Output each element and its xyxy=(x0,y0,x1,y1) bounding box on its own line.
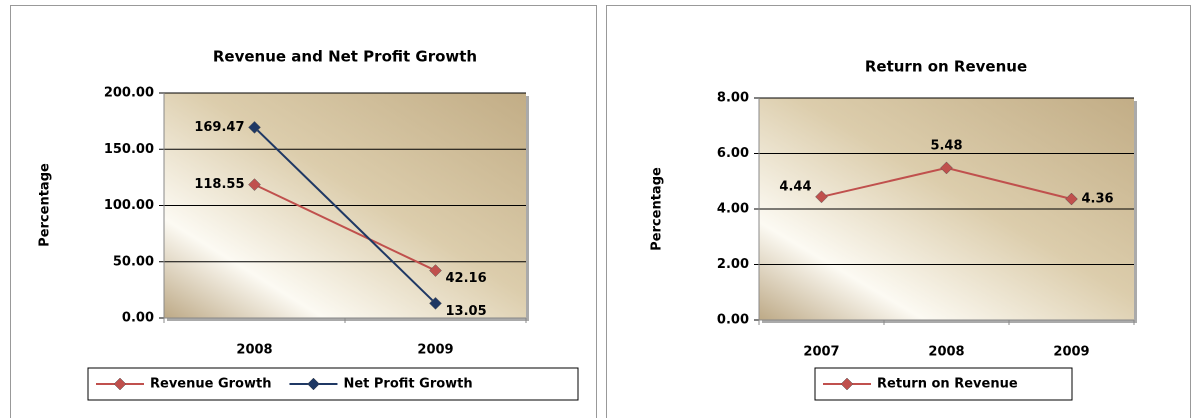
point-marker xyxy=(940,161,953,175)
data-label: 42.16 xyxy=(446,271,487,286)
point-marker xyxy=(248,178,261,191)
y-tick-label: 0.00 xyxy=(717,313,749,328)
y-tick-label: 100.00 xyxy=(104,198,154,213)
data-label: 118.55 xyxy=(194,177,244,192)
data-label: 13.05 xyxy=(446,304,487,319)
legend-label: Net Profit Growth xyxy=(343,377,472,392)
data-label: 4.44 xyxy=(779,179,811,194)
series-line xyxy=(253,126,437,305)
data-label: 4.36 xyxy=(1082,192,1114,207)
point-marker xyxy=(1065,192,1078,206)
y-axis-label: Percentage xyxy=(650,167,665,251)
x-tick-label: 2009 xyxy=(417,343,453,358)
y-tick-label: 8.00 xyxy=(717,91,749,106)
y-tick-label: 150.00 xyxy=(104,142,154,157)
series-line xyxy=(254,183,436,272)
y-tick-label: 2.00 xyxy=(717,257,749,272)
y-tick-label: 4.00 xyxy=(717,202,749,217)
legend-marker xyxy=(307,377,320,391)
data-label: 169.47 xyxy=(194,120,244,135)
y-tick-label: 6.00 xyxy=(717,146,749,161)
legend-marker xyxy=(113,377,127,391)
legend-label: Revenue Growth xyxy=(150,377,271,392)
x-tick-label: 2008 xyxy=(236,343,272,358)
point-marker xyxy=(429,296,442,310)
y-tick-label: 0.00 xyxy=(122,311,154,326)
legend-marker xyxy=(840,377,854,391)
x-tick-label: 2007 xyxy=(803,345,839,360)
y-axis-label: Percentage xyxy=(38,163,53,247)
point-marker xyxy=(248,120,261,134)
chart-title: Revenue and Net Profit Growth xyxy=(213,48,477,66)
data-label: 5.48 xyxy=(930,138,962,153)
y-tick-label: 50.00 xyxy=(113,254,154,269)
point-marker xyxy=(429,264,442,277)
x-tick-label: 2008 xyxy=(928,345,964,360)
point-marker xyxy=(815,190,828,204)
chart-title: Return on Revenue xyxy=(865,58,1027,76)
legend-label: Return on Revenue xyxy=(877,377,1018,392)
y-tick-label: 200.00 xyxy=(104,86,154,101)
x-tick-label: 2009 xyxy=(1053,345,1089,360)
